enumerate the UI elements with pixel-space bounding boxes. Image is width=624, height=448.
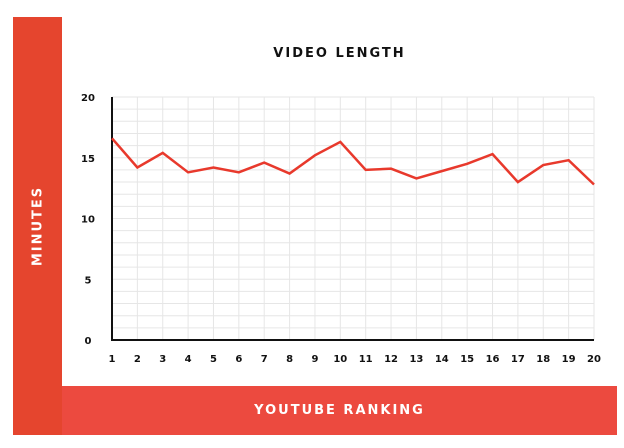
y-tick-label: 20 [81, 93, 95, 104]
x-tick-label: 14 [435, 354, 449, 365]
x-tick-label: 19 [562, 354, 576, 365]
x-tick-label: 5 [210, 354, 217, 365]
y-tick-label: 15 [81, 154, 95, 165]
x-tick-label: 11 [359, 354, 373, 365]
data-line [111, 137, 595, 186]
x-tick-label: 7 [261, 354, 268, 365]
x-tick-label: 13 [409, 354, 423, 365]
y-tick-label: 5 [85, 275, 92, 286]
y-tick-label: 0 [85, 336, 92, 347]
x-axis-label-bar: YOUTUBE RANKING [62, 386, 617, 435]
x-tick-label: 9 [311, 354, 318, 365]
x-axis-label: YOUTUBE RANKING [254, 403, 425, 418]
chart-title: VIDEO LENGTH [273, 46, 406, 61]
x-tick-label: 1 [109, 354, 116, 365]
x-tick-label: 12 [384, 354, 398, 365]
x-tick-label: 2 [134, 354, 141, 365]
x-tick-label: 17 [511, 354, 525, 365]
x-tick-label: 6 [235, 354, 242, 365]
x-tick-label: 20 [587, 354, 601, 365]
x-tick-label: 4 [185, 354, 192, 365]
x-tick-label: 18 [536, 354, 550, 365]
y-axis-label-bar: MINUTES [13, 17, 62, 435]
x-tick-label: 16 [486, 354, 500, 365]
x-tick-label: 8 [286, 354, 293, 365]
x-tick-label: 10 [333, 354, 347, 365]
x-tick-label: 15 [460, 354, 474, 365]
x-tick-label: 3 [159, 354, 166, 365]
y-tick-label: 10 [81, 215, 95, 226]
